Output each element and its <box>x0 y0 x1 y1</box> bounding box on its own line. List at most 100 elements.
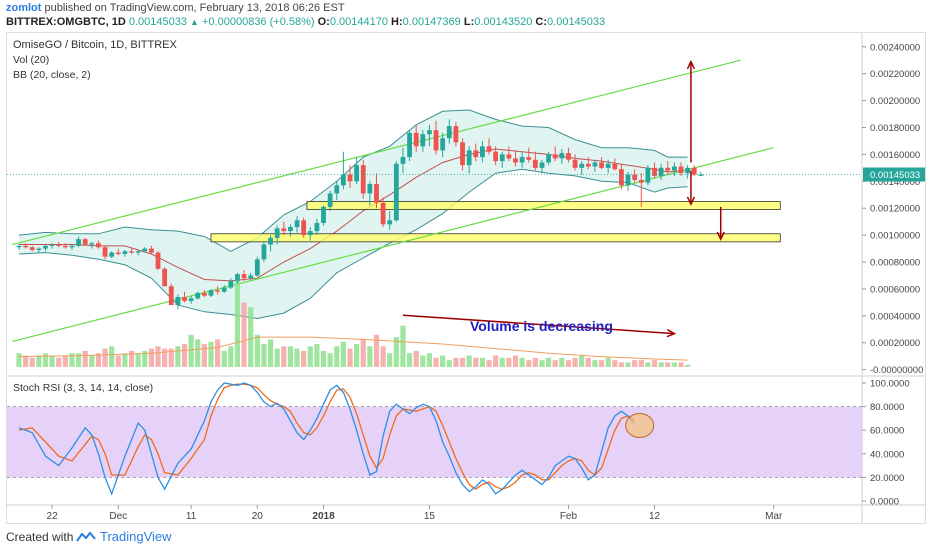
support-zone <box>306 201 781 210</box>
candle-body <box>149 248 154 253</box>
candle-body <box>427 130 432 135</box>
candle-body <box>162 268 168 287</box>
rsi-tick-label: 20.0000 <box>870 473 904 484</box>
candle-body <box>49 244 55 246</box>
volume-bar <box>142 350 148 367</box>
volume-bar <box>506 357 512 367</box>
volume-bar <box>89 355 95 367</box>
candle-body <box>486 146 492 152</box>
author-link[interactable]: zomlot <box>6 2 42 14</box>
candle-body <box>619 169 624 186</box>
volume-bar <box>254 334 260 367</box>
volume-bar <box>248 307 254 367</box>
candle-body <box>175 297 181 306</box>
volume-bar <box>618 362 625 367</box>
legend-vol: Vol (20) <box>13 54 49 66</box>
volume-trend-arrow-head <box>666 329 677 338</box>
volume-bar <box>453 357 459 367</box>
candle-body <box>122 251 128 254</box>
volume-bar <box>393 337 399 367</box>
bb-basis-line <box>19 148 688 282</box>
candle-body <box>228 280 234 288</box>
tradingview-logo-icon <box>76 531 96 542</box>
volume-bar <box>559 357 565 367</box>
volume-bar <box>274 348 280 367</box>
close-label: C: <box>535 16 548 28</box>
candle-body <box>36 248 42 250</box>
candle-body <box>235 274 240 281</box>
candle-body <box>16 245 22 248</box>
price-tick-label: 0.00240000 <box>870 42 920 53</box>
candles <box>7 119 862 310</box>
volume-bar <box>373 334 380 367</box>
price-tick-label: -0.00000000 <box>870 365 923 376</box>
rsi-tick-label: 40.0000 <box>870 449 904 460</box>
time-tick-label: 11 <box>186 511 197 522</box>
target-arrow-3-head <box>716 231 725 241</box>
candle-body <box>89 243 95 245</box>
volume-bar <box>234 279 241 367</box>
candle-body <box>321 206 326 224</box>
price-tick-label: 0.00160000 <box>870 150 920 161</box>
candle-body <box>195 292 201 299</box>
candle-body <box>499 154 505 162</box>
volume-bar <box>579 355 585 367</box>
symbol-quote-line: BITTREX:OMGBTC, 1D 0.00145033 ▲ +0.00000… <box>6 16 605 28</box>
candle-body <box>526 157 532 160</box>
close-value: 0.00145033 <box>547 16 606 28</box>
candle-body <box>168 286 174 306</box>
candle-body <box>109 252 115 257</box>
legend-bb: BB (20, close, 2) <box>13 69 91 81</box>
tradingview-brand[interactable]: TradingView <box>100 529 172 544</box>
candle-body <box>645 167 651 183</box>
last-price: 0.00145033 <box>128 16 187 28</box>
candle-body <box>182 297 187 302</box>
candle-body <box>208 290 214 296</box>
candle-body <box>301 220 307 236</box>
open-label: O: <box>317 16 330 28</box>
candle-body <box>102 247 108 257</box>
rsi-highlight-circle <box>625 412 655 438</box>
volume-bar <box>625 362 631 367</box>
candle-body <box>201 292 207 296</box>
candle-body <box>155 252 161 269</box>
current-price-tag <box>863 167 925 182</box>
volume-bar <box>665 362 671 367</box>
price-tick-label: 0.00020000 <box>870 338 920 349</box>
volume-bar <box>320 350 327 367</box>
chart-svg[interactable]: 0.00240000 0.00220000 0.00200000 0.00180000… <box>7 33 925 523</box>
volume-bar <box>314 344 320 367</box>
volume-bar <box>241 302 247 367</box>
volume-bar <box>115 355 121 367</box>
volume-bar <box>440 355 446 367</box>
candle-body <box>552 154 558 159</box>
volume-trend-arrow <box>402 314 675 335</box>
volume-bar <box>301 350 307 367</box>
volume-bar <box>473 357 479 367</box>
price-tick-label: 0.00040000 <box>870 311 920 322</box>
volume-bar <box>605 357 611 367</box>
candle-body <box>671 166 677 171</box>
volume-bar <box>95 353 102 367</box>
volume-bar <box>426 353 433 367</box>
volume-bar <box>539 360 545 367</box>
volume-bar <box>102 348 108 367</box>
candle-body <box>572 159 578 168</box>
chart-area[interactable]: 0.00240000 0.00220000 0.00200000 0.00180000… <box>6 32 926 524</box>
low-value: 0.00143520 <box>474 16 533 28</box>
volume-bar <box>645 362 651 367</box>
volume-bar <box>215 339 221 367</box>
candle-body <box>592 162 598 167</box>
footer: Created with TradingView <box>0 524 932 550</box>
volume-bar <box>512 355 519 367</box>
candle-body <box>400 157 406 164</box>
high-value: 0.00147369 <box>402 16 461 28</box>
candle-body <box>347 174 353 182</box>
annotations <box>402 59 725 338</box>
candle-body <box>380 202 386 225</box>
volume-bar <box>16 353 22 367</box>
volume-bar <box>532 357 538 367</box>
candle-body <box>579 163 585 168</box>
volume-bar <box>651 360 658 367</box>
volume-bar <box>354 344 360 367</box>
